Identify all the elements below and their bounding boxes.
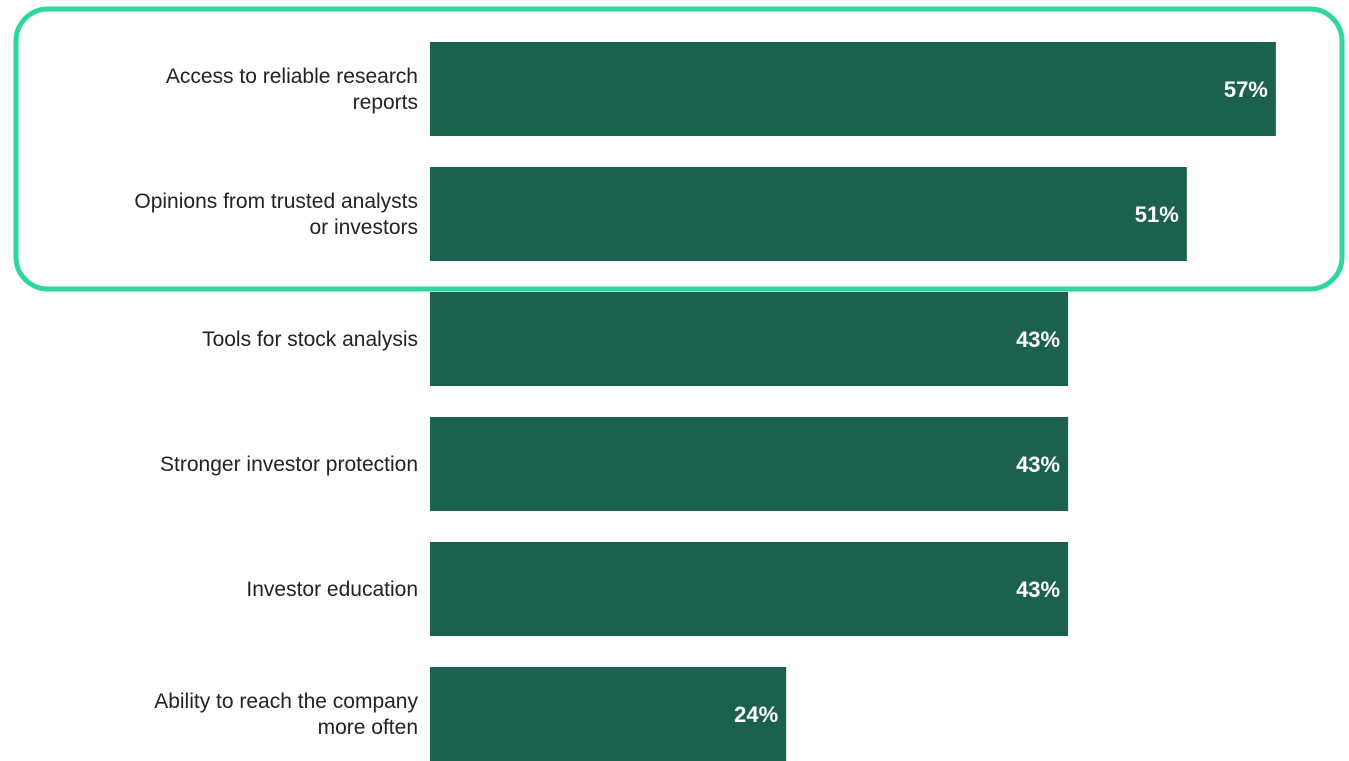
category-label: Access to reliable research reports [166, 65, 418, 114]
value-label: 43% [1016, 452, 1060, 477]
bar [430, 667, 787, 761]
value-label: 51% [1135, 202, 1179, 227]
category-label: Opinions from trusted analysts or investo… [134, 190, 418, 239]
bar [430, 42, 1276, 136]
value-label: 57% [1224, 77, 1268, 102]
bar [430, 292, 1069, 386]
bar [430, 417, 1069, 511]
highlight-frame [13, 6, 1345, 292]
value-label: 24% [734, 702, 778, 727]
category-label: Investor education [246, 578, 418, 601]
bar [430, 542, 1069, 636]
category-label: Ability to reach the company more often [154, 690, 418, 739]
value-label: 43% [1016, 577, 1060, 602]
category-label: Tools for stock analysis [202, 328, 418, 351]
category-label: Stronger investor protection [160, 453, 418, 476]
value-label: 43% [1016, 327, 1060, 352]
bar [430, 167, 1187, 261]
